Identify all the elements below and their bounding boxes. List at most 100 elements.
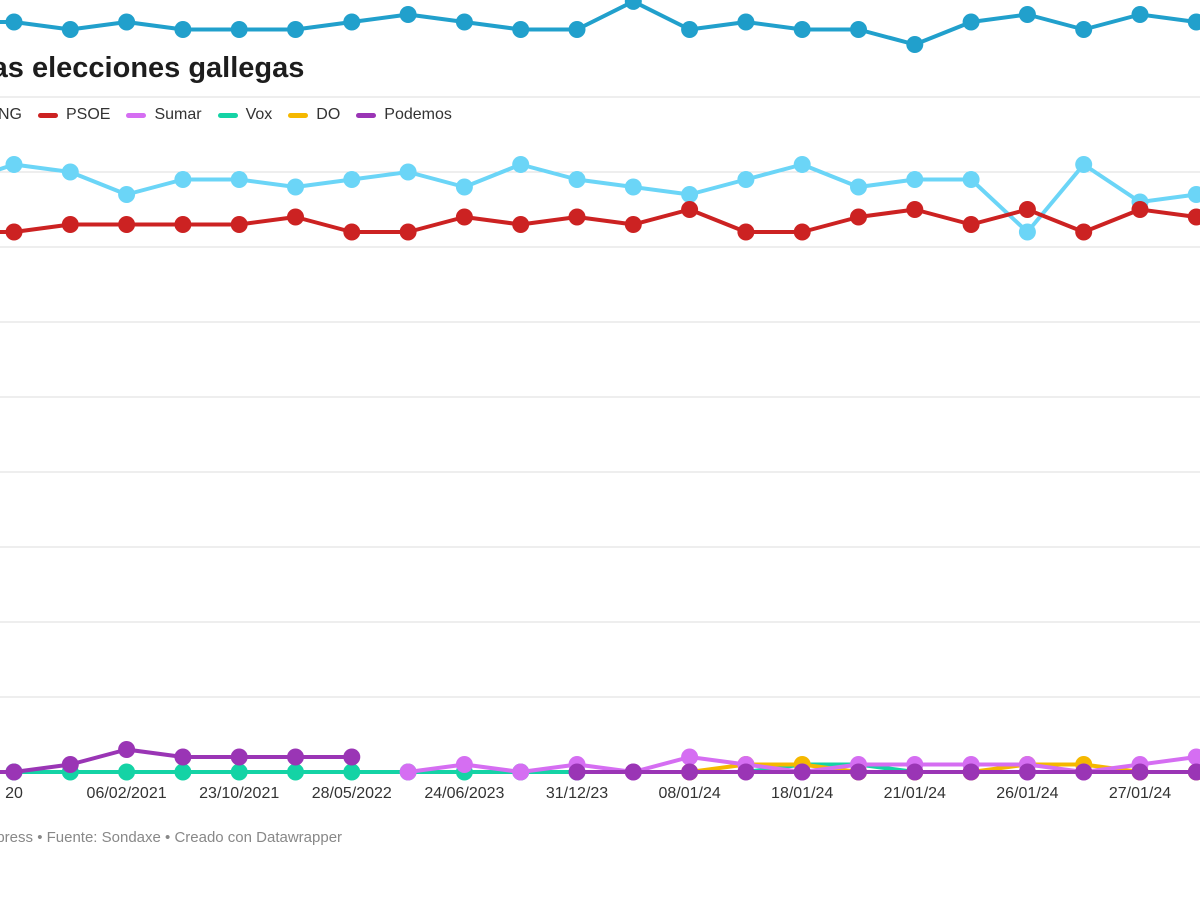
data-point-podemos-2024	[681, 763, 699, 781]
data-point-bng	[1075, 156, 1093, 173]
data-point-psoe	[1131, 201, 1149, 218]
data-point-podemos	[118, 741, 136, 758]
data-point-psoe	[399, 223, 417, 241]
x-tick-label: 18/01/24	[771, 785, 833, 802]
series-vox	[0, 763, 586, 781]
data-point-bng	[906, 171, 924, 188]
data-point-pp	[399, 6, 417, 23]
data-point-bng	[5, 156, 23, 173]
data-point-psoe	[287, 208, 304, 226]
data-point-podemos	[174, 748, 192, 766]
data-point-bng	[455, 178, 473, 196]
chart-title: tas elecciones gallegas	[0, 52, 305, 84]
x-tick-label: 24/06/2023	[424, 785, 504, 802]
data-point-psoe	[1187, 208, 1200, 226]
data-point-podemos	[5, 763, 23, 781]
data-point-pp	[1187, 13, 1200, 31]
data-point-pp	[455, 13, 473, 31]
data-point-podemos-2024	[906, 763, 924, 781]
legend-item-psoe: PSOE	[38, 106, 110, 124]
data-point-pp	[737, 13, 755, 31]
legend-item-vox: Vox	[217, 106, 273, 124]
legend-label-do: DO	[316, 106, 341, 123]
legend-swatch-psoe	[38, 112, 58, 118]
data-point-psoe	[624, 216, 642, 233]
data-point-bng	[343, 171, 361, 188]
data-point-psoe	[343, 223, 361, 241]
data-point-vox	[174, 763, 192, 781]
data-point-podemos	[230, 748, 248, 766]
legend-item-podemos: Podemos	[356, 106, 452, 124]
data-point-vox	[230, 763, 248, 781]
data-point-pp	[1075, 21, 1093, 38]
series-line-pp	[0, 0, 1200, 47]
data-point-pp	[5, 13, 23, 31]
series-podemos-2024	[568, 763, 1200, 781]
data-point-podemos-2024	[568, 763, 586, 781]
data-point-podemos-2024	[737, 763, 755, 781]
data-point-podemos-2024	[962, 763, 980, 781]
data-point-pp	[118, 13, 136, 31]
data-point-psoe	[174, 216, 192, 233]
data-point-psoe	[455, 208, 473, 226]
data-point-psoe	[5, 223, 23, 241]
data-point-pp	[512, 21, 530, 38]
data-point-psoe	[1018, 201, 1036, 218]
x-tick-label: 28/05/2022	[312, 785, 392, 802]
legend-swatch-do	[288, 112, 309, 118]
data-point-pp	[793, 21, 811, 38]
data-point-podemos	[287, 748, 304, 766]
data-point-psoe	[61, 216, 79, 233]
data-point-bng	[61, 163, 79, 181]
series-psoe	[0, 201, 1200, 241]
data-point-podemos	[343, 748, 361, 766]
x-tick-label: 06/02/2021	[87, 785, 167, 802]
legend: NG PSOE Sumar Vox DO Podemos	[0, 106, 452, 124]
data-point-podemos-2024	[624, 763, 642, 781]
data-point-psoe	[737, 223, 755, 241]
x-tick-label: 26/01/24	[996, 785, 1058, 802]
data-point-podemos-2024	[1075, 763, 1093, 781]
legend-label-vox: Vox	[245, 106, 273, 123]
data-point-pp	[568, 21, 586, 38]
series-pp	[0, 0, 1200, 53]
data-point-vox	[118, 763, 136, 781]
legend-item-bng: NG	[0, 106, 22, 124]
legend-swatch-vox	[217, 112, 238, 118]
legend-label-bng: NG	[0, 106, 22, 123]
legend-swatch-sumar	[126, 112, 147, 118]
data-point-podemos-2024	[1018, 763, 1036, 781]
data-point-pp	[174, 21, 192, 38]
data-point-bng	[512, 156, 530, 173]
data-point-sumar	[512, 763, 530, 781]
data-point-bng	[1018, 223, 1036, 241]
x-tick-label: 23/10/2021	[199, 785, 279, 802]
x-axis-ticks: 20 06/02/2021 23/10/2021 28/05/2022 24/06/20…	[5, 785, 1171, 802]
data-point-psoe	[962, 216, 980, 233]
data-point-sumar	[455, 756, 473, 773]
data-point-pp	[61, 21, 79, 38]
data-point-bng	[568, 171, 586, 188]
data-point-bng	[287, 178, 304, 196]
data-point-bng	[850, 178, 867, 196]
data-point-bng	[624, 178, 642, 196]
data-point-podemos-2024	[850, 763, 867, 781]
data-point-pp	[624, 0, 642, 10]
legend-item-sumar: Sumar	[126, 106, 202, 124]
legend-swatch-podemos	[356, 112, 377, 118]
data-point-psoe	[906, 201, 924, 218]
data-point-bng	[118, 186, 136, 203]
x-tick-label: 20	[5, 785, 23, 802]
data-point-psoe	[850, 208, 867, 226]
data-point-psoe	[1075, 223, 1093, 241]
gridlines	[0, 96, 1200, 773]
data-point-pp	[230, 21, 248, 38]
data-point-bng	[737, 171, 755, 188]
data-point-bng	[962, 171, 980, 188]
data-point-sumar	[1187, 748, 1200, 766]
legend-label-sumar: Sumar	[154, 106, 202, 123]
data-point-psoe	[118, 216, 136, 233]
data-point-podemos-2024	[1187, 763, 1200, 781]
x-tick-label: 21/01/24	[884, 785, 946, 802]
x-tick-label: 08/01/24	[658, 785, 720, 802]
